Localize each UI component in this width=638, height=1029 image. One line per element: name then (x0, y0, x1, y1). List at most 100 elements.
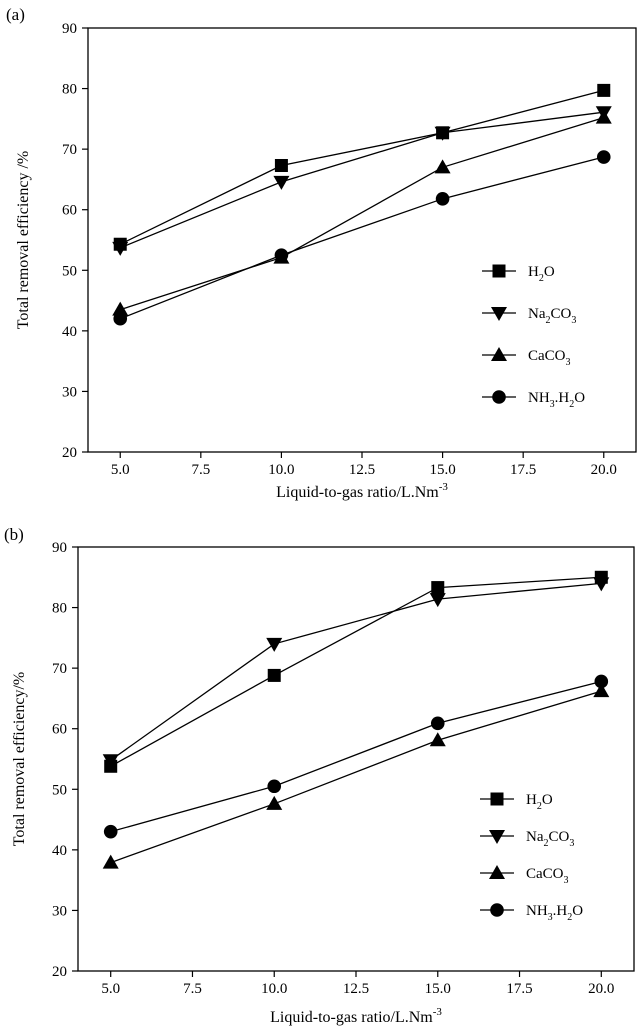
x-tick-label: 15.0 (425, 981, 451, 997)
data-point-caco3 (593, 683, 610, 698)
legend-marker-nh3-h2o (492, 390, 506, 404)
data-point-h2o (267, 668, 281, 682)
x-tick-label: 12.5 (343, 981, 369, 997)
legend-label-na2co3: Na2CO3 (526, 829, 574, 849)
data-point-na2co3 (266, 637, 283, 652)
data-point-nh3-h2o (103, 824, 118, 839)
data-point-caco3 (266, 795, 283, 810)
series-h2o (113, 83, 611, 251)
series-line-caco3 (120, 117, 604, 311)
legend-marker-caco3 (491, 347, 507, 361)
data-point-nh3-h2o (430, 716, 445, 731)
y-tick-label: 20 (62, 445, 77, 461)
series-h2o (104, 570, 608, 773)
y-tick-label: 20 (52, 964, 67, 980)
data-point-na2co3 (434, 126, 451, 141)
series-caco3 (112, 109, 612, 316)
series-line-nh3-h2o (119, 156, 604, 320)
data-point-caco3 (102, 854, 119, 869)
legend-marker-na2co3 (489, 830, 505, 844)
series-na2co3 (102, 577, 610, 769)
x-tick-label: 10.0 (261, 981, 287, 997)
x-tick-label: 5.0 (111, 462, 130, 478)
y-tick-label: 80 (52, 601, 67, 617)
x-tick-label: 10.0 (268, 462, 294, 478)
chart-panel-a: (a) 5.0 7.5 10.0 12.5 15.0 17.5 20.0 20 30 40 50 60 7… (0, 0, 638, 514)
y-tick-label: 70 (62, 142, 77, 158)
y-tick-label: 70 (52, 661, 67, 677)
data-point-caco3 (429, 732, 446, 747)
legend-label-h2o: H2O (528, 264, 555, 284)
legend-marker-na2co3 (491, 307, 507, 321)
y-tick-label: 50 (52, 782, 67, 798)
data-point-nh3-h2o (594, 674, 609, 689)
x-tick-label: 7.5 (183, 981, 202, 997)
data-point-nh3-h2o (596, 150, 611, 164)
data-point-caco3 (434, 159, 451, 174)
x-tick-label: 17.5 (510, 462, 536, 478)
x-tick-label: 20.0 (588, 981, 614, 997)
legend-label-nh3-h2o: NH3.H2O (526, 903, 583, 923)
legend-marker-h2o (492, 264, 506, 278)
series-line-h2o (110, 576, 602, 767)
series-line-na2co3 (110, 582, 602, 761)
data-point-nh3-h2o (267, 779, 282, 794)
y-tick-label: 40 (52, 843, 67, 859)
series-nh3-h2o (113, 150, 611, 326)
y-tick-label: 90 (62, 21, 77, 37)
y-tick-label: 80 (62, 82, 77, 98)
data-point-na2co3 (429, 593, 446, 608)
legend-label-h2o: H2O (526, 792, 553, 812)
data-point-nh3-h2o (274, 248, 289, 262)
series-line-h2o (119, 89, 604, 245)
legend-label-caco3: CaCO3 (528, 348, 571, 368)
y-tick-label: 30 (62, 384, 77, 400)
legend: H2O Na2CO3 CaCO3 NH3.H2O (482, 264, 585, 410)
y-tick-label: 40 (62, 324, 77, 340)
data-point-na2co3 (102, 754, 119, 769)
data-point-na2co3 (273, 175, 290, 190)
chart-b-svg: (b) 5.0 7.5 10.0 12.5 15.0 17.5 20.0 20 30 40 50 60 7… (4, 525, 635, 1026)
series-caco3 (102, 683, 610, 869)
series-line-nh3-h2o (110, 680, 602, 833)
chart-a-svg: (a) 5.0 7.5 10.0 12.5 15.0 17.5 20.0 20 30 40 50 60 7… (6, 5, 637, 501)
y-tick-label: 90 (52, 540, 67, 556)
y-tick-label: 60 (52, 722, 67, 738)
legend-label-caco3: CaCO3 (526, 866, 569, 886)
panel-label: (b) (4, 525, 24, 544)
series-line-caco3 (110, 690, 602, 864)
series-line-na2co3 (119, 111, 604, 249)
y-axis-label: Total removal efficiency/% (11, 672, 28, 847)
data-point-h2o (431, 581, 445, 595)
series-nh3-h2o (103, 674, 609, 839)
legend-label-na2co3: Na2CO3 (528, 306, 576, 326)
data-point-caco3 (595, 109, 612, 124)
series-na2co3 (112, 106, 612, 256)
x-tick-label: 7.5 (191, 462, 210, 478)
x-tick-label: 17.5 (506, 981, 532, 997)
y-tick-label: 60 (62, 203, 77, 219)
x-tick-label: 15.0 (429, 462, 455, 478)
data-point-nh3-h2o (113, 311, 128, 326)
data-point-h2o (274, 158, 288, 172)
x-axis-label: Liquid-to-gas ratio/L.Nm-3 (270, 1006, 442, 1026)
y-tick-label: 30 (52, 903, 67, 919)
legend-marker-nh3-h2o (490, 903, 504, 917)
legend: H2O Na2CO3 CaCO3 NH3.H2O (480, 792, 583, 923)
data-point-h2o (597, 83, 611, 97)
chart-panel-b: (b) 5.0 7.5 10.0 12.5 15.0 17.5 20.0 20 30 40 50 60 7… (0, 515, 638, 1029)
legend-marker-h2o (490, 792, 504, 806)
x-tick-label: 12.5 (349, 462, 375, 478)
y-tick-label: 50 (62, 263, 77, 279)
plot-frame (87, 27, 637, 453)
data-point-na2co3 (112, 241, 129, 256)
data-point-na2co3 (593, 577, 610, 592)
y-axis-label: Total removal efficiency /% (15, 151, 32, 330)
legend-label-nh3-h2o: NH3.H2O (528, 390, 585, 410)
x-axis-label: Liquid-to-gas ratio/L.Nm-3 (276, 481, 448, 501)
data-point-nh3-h2o (435, 192, 450, 206)
plot-frame (77, 546, 635, 972)
panel-label: (a) (6, 5, 25, 24)
x-tick-label: 20.0 (591, 462, 617, 478)
legend-marker-caco3 (489, 865, 505, 879)
